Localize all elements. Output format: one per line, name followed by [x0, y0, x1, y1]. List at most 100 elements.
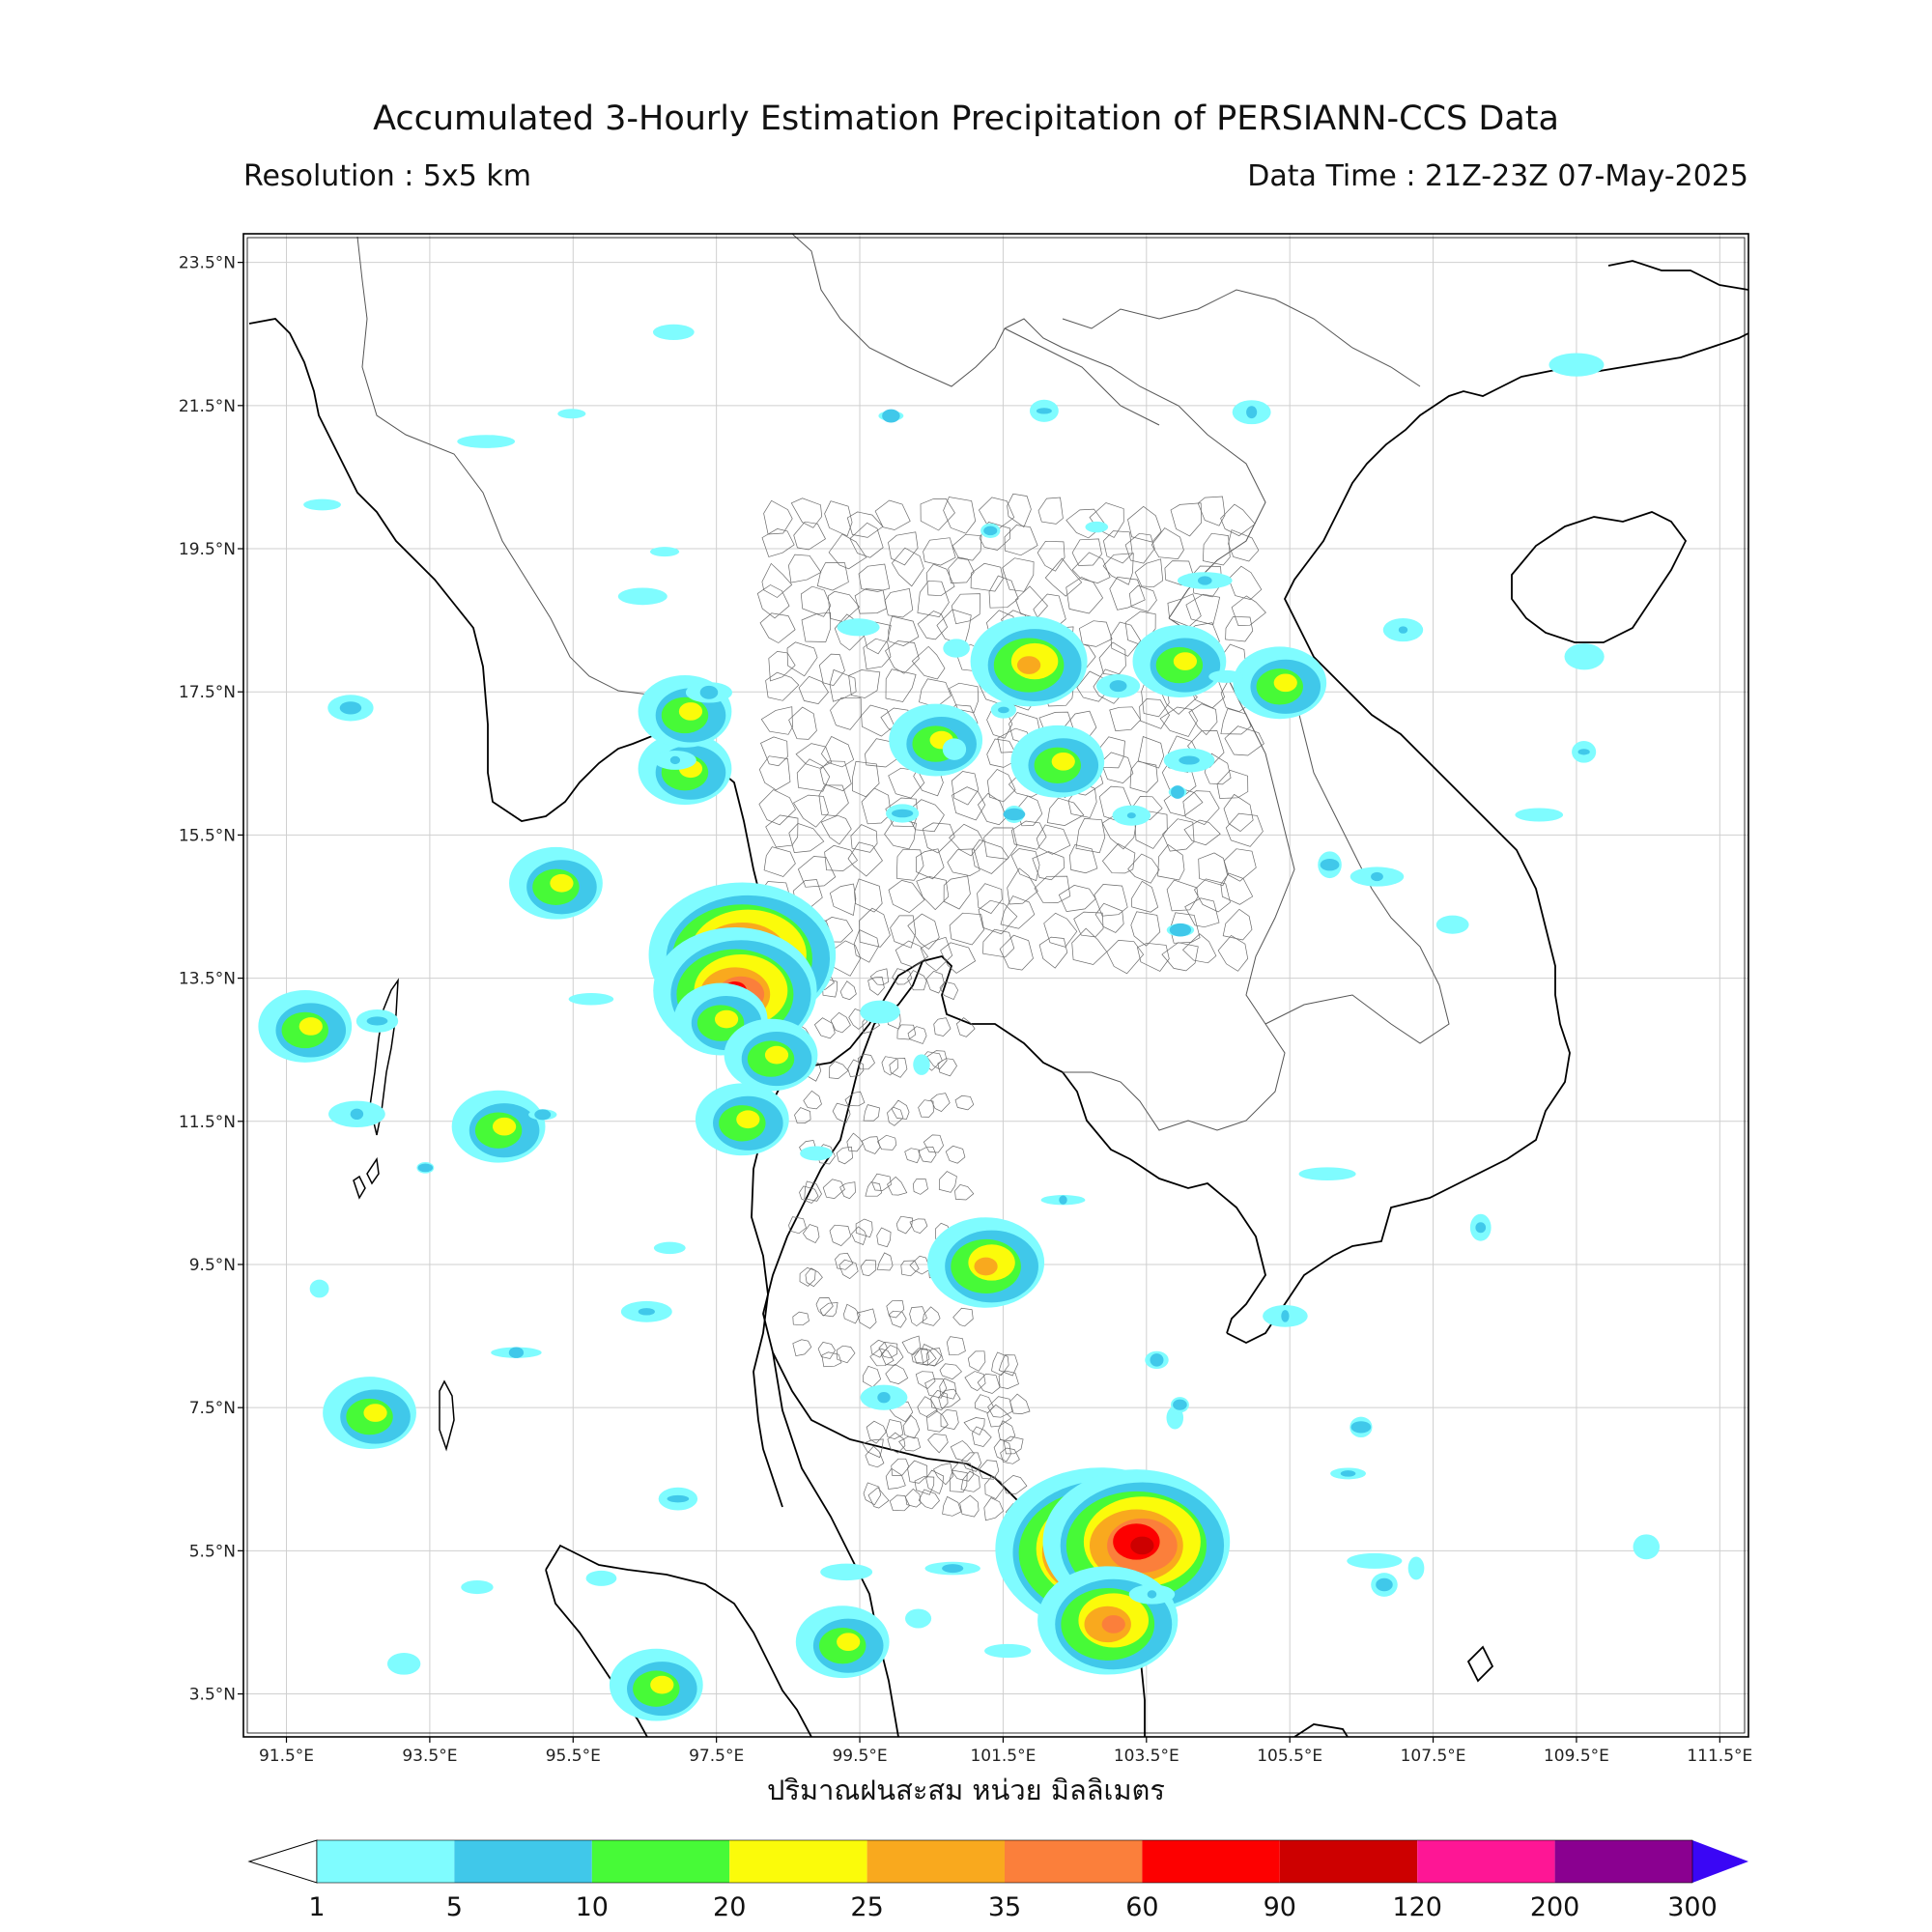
rain-cell-light — [568, 993, 614, 1006]
rain-cell-band — [1130, 1536, 1154, 1555]
colorbar-under-arrow — [247, 1839, 318, 1884]
province-outline — [1223, 848, 1257, 882]
province-outline — [978, 899, 1018, 935]
province-outline — [865, 1181, 882, 1197]
province-outline — [863, 638, 892, 670]
province-outline — [794, 1107, 811, 1123]
rain-cell-band — [650, 1675, 674, 1694]
province-outline — [885, 1363, 909, 1384]
province-outline — [1071, 927, 1108, 965]
province-outline — [828, 533, 867, 570]
province-outline — [914, 1476, 935, 1495]
province-outline — [792, 1339, 812, 1357]
province-outline — [891, 1458, 910, 1476]
rain-cell-light — [417, 1163, 434, 1173]
map-frame — [242, 233, 1749, 1738]
province-outline — [829, 1061, 849, 1079]
province-outline — [813, 1017, 836, 1039]
province-outline — [1109, 577, 1146, 611]
province-outline — [860, 1260, 877, 1276]
rain-cell-light — [1407, 1556, 1425, 1580]
province-outline — [947, 848, 980, 876]
province-outline — [1216, 769, 1249, 799]
province-outline — [1185, 593, 1221, 626]
province-outline — [1058, 885, 1096, 912]
province-outline — [940, 1409, 959, 1430]
lat-tick-label: 7.5°N — [189, 1399, 236, 1418]
province-outline — [922, 822, 955, 854]
province-outline — [846, 1132, 864, 1152]
province-outline — [803, 1090, 822, 1110]
province-outline — [937, 1058, 957, 1077]
province-outline — [829, 668, 857, 702]
province-outline — [1188, 703, 1218, 736]
province-outline — [1134, 558, 1164, 588]
province-boundaries — [755, 493, 1266, 1523]
lon-tick-label: 107.5°E — [1401, 1747, 1466, 1766]
province-outline — [986, 768, 1016, 803]
rain-cell-light — [1515, 808, 1564, 822]
rain-cell-light — [1475, 1222, 1487, 1234]
province-outline — [949, 1469, 968, 1492]
province-outline — [1159, 706, 1199, 737]
province-outline — [1128, 584, 1157, 612]
province-outline — [835, 1252, 854, 1270]
province-outline — [1067, 781, 1097, 818]
province-outline — [1157, 844, 1185, 881]
rain-cell-light — [877, 1392, 891, 1404]
rain-cell-light — [699, 685, 719, 699]
province-outline — [952, 1307, 974, 1327]
province-outline — [867, 977, 885, 996]
province-outline — [817, 1342, 836, 1359]
province-outline — [1046, 797, 1085, 826]
province-outline — [943, 497, 977, 534]
province-outline — [914, 1349, 937, 1366]
province-outline — [891, 547, 924, 587]
province-outline — [905, 1488, 922, 1508]
colorbar: 1 5 10 20 25 35 60 90 120 200 300 — [247, 1839, 1748, 1922]
province-outline — [911, 645, 946, 680]
rain-cell-light — [800, 1146, 833, 1161]
colorbar-level-label: 25 — [850, 1892, 883, 1922]
colorbar-level-label: 60 — [1125, 1892, 1158, 1922]
province-outline — [824, 500, 853, 537]
province-outline — [998, 1370, 1019, 1389]
province-outline — [954, 1094, 975, 1111]
coastline-sumatra — [545, 1544, 812, 1737]
province-outline — [1065, 577, 1104, 614]
province-outline — [1073, 911, 1104, 938]
colorbar-segment — [454, 1840, 592, 1883]
province-outline — [1203, 532, 1231, 566]
rain-cell-light — [1126, 812, 1136, 819]
rain-cell-light — [667, 1494, 690, 1503]
colorbar-over-arrow — [1692, 1840, 1748, 1883]
rain-cell-light — [1577, 749, 1590, 755]
province-outline — [909, 1255, 931, 1275]
province-outline — [1225, 615, 1254, 642]
province-outline — [1166, 879, 1199, 912]
rain-cell-band — [1173, 652, 1197, 670]
province-outline — [818, 653, 845, 686]
province-outline — [1136, 942, 1170, 972]
lat-tick-label: 17.5°N — [179, 683, 236, 702]
lon-tick-label: 103.5°E — [1114, 1747, 1179, 1766]
province-outline — [889, 1494, 910, 1512]
province-outline — [880, 1345, 904, 1366]
province-outline — [853, 929, 879, 963]
province-outline — [854, 588, 888, 614]
province-outline — [836, 1146, 853, 1165]
rain-cell-light — [1564, 643, 1605, 670]
province-outline — [886, 1300, 905, 1319]
province-outline — [1228, 529, 1260, 562]
province-outline — [830, 696, 862, 730]
colorbar-segment — [1417, 1840, 1555, 1883]
province-outline — [1075, 818, 1106, 854]
rain-cell-light — [1298, 1167, 1356, 1181]
province-outline — [1109, 706, 1142, 731]
province-outline — [827, 590, 860, 622]
province-outline — [1224, 725, 1264, 756]
province-outline — [920, 497, 955, 531]
province-outline — [832, 1102, 851, 1123]
lat-tick-label: 5.5°N — [189, 1542, 236, 1561]
province-outline — [1187, 730, 1225, 768]
